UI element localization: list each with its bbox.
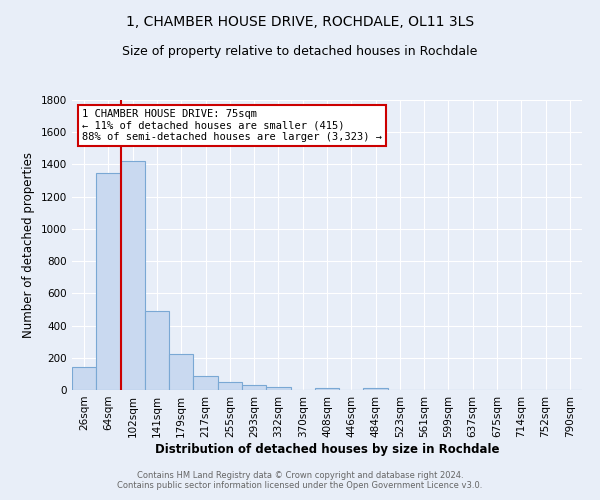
Text: Size of property relative to detached houses in Rochdale: Size of property relative to detached ho… (122, 45, 478, 58)
Bar (315, 388, 339, 390)
Text: Distribution of detached houses by size in Rochdale: Distribution of detached houses by size … (155, 442, 499, 456)
Bar (364, 388, 388, 390)
Bar (242, 385, 266, 390)
Bar (266, 387, 290, 390)
Bar (96, 172, 121, 390)
Bar (169, 354, 193, 390)
Text: 1, CHAMBER HOUSE DRIVE, ROCHDALE, OL11 3LS: 1, CHAMBER HOUSE DRIVE, ROCHDALE, OL11 3… (126, 15, 474, 29)
Text: 1 CHAMBER HOUSE DRIVE: 75sqm
← 11% of detached houses are smaller (415)
88% of s: 1 CHAMBER HOUSE DRIVE: 75sqm ← 11% of de… (82, 108, 382, 142)
Y-axis label: Number of detached properties: Number of detached properties (22, 152, 35, 338)
Bar (145, 311, 169, 390)
Bar (121, 161, 145, 390)
Bar (193, 376, 218, 390)
Bar (72, 368, 96, 390)
Bar (218, 382, 242, 390)
Text: Contains HM Land Registry data © Crown copyright and database right 2024.
Contai: Contains HM Land Registry data © Crown c… (118, 470, 482, 490)
